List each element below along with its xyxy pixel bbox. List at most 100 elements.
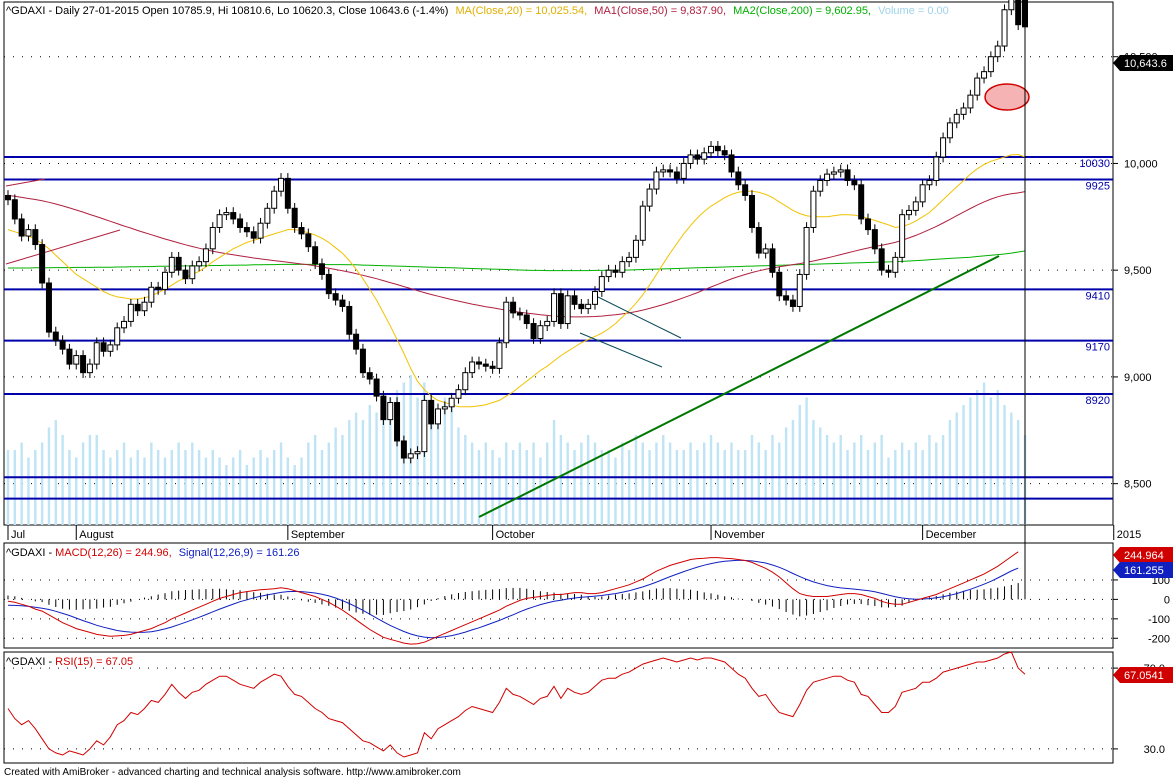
- volume-bar: [771, 435, 774, 525]
- candle-down: [728, 154, 735, 173]
- candle-up: [196, 261, 203, 267]
- volume-bar: [136, 450, 139, 525]
- candle-up: [25, 229, 32, 237]
- candle-down: [878, 248, 885, 271]
- volume-bar: [143, 457, 146, 525]
- candle-up: [455, 389, 462, 399]
- level-label: 10030: [1079, 158, 1110, 170]
- candle-up: [1008, 0, 1015, 11]
- volume-bar: [443, 397, 447, 525]
- volume-bar: [286, 457, 290, 525]
- rsi-panel: 70.030.0 ^GDAXI - RSI(15) = 67.05 67.054…: [3, 651, 1173, 764]
- candle-down: [742, 184, 749, 196]
- candle-down: [735, 171, 742, 186]
- rsi-title: ^GDAXI -: [6, 656, 55, 668]
- volume-bar: [948, 420, 952, 525]
- volume-bar: [764, 450, 767, 525]
- volume-bar: [627, 450, 631, 525]
- level-label: 9410: [1086, 290, 1110, 302]
- volume-bar: [682, 450, 685, 525]
- down-channel-lower: [579, 332, 663, 368]
- candle-down: [510, 301, 517, 314]
- candle-up: [653, 171, 660, 190]
- price-panel-frame: [3, 1, 1114, 526]
- volume-bar: [812, 420, 815, 525]
- volume-bar: [839, 435, 842, 525]
- highlight-ellipse: [984, 83, 1030, 111]
- candle-down: [32, 229, 39, 246]
- volume-bar: [955, 412, 958, 525]
- volume-bar: [505, 442, 508, 525]
- candle-down: [250, 231, 257, 239]
- volume-bar: [539, 457, 542, 525]
- macd-header: ^GDAXI - MACD(12,26) = 244.96, Signal(12…: [6, 547, 300, 559]
- volume-bars: [6, 375, 1027, 525]
- candle-down: [667, 169, 674, 173]
- svg-text:^GDAXI - Daily 27-01-2015 Open: ^GDAXI - Daily 27-01-2015 Open 10785.9, …: [6, 5, 949, 17]
- volume-bar: [450, 405, 453, 525]
- month-label: November: [714, 529, 765, 541]
- candle-down: [291, 207, 298, 228]
- candle-up: [257, 222, 264, 239]
- candle-down: [612, 269, 619, 273]
- ma20-line: [7, 153, 1026, 408]
- volume-bar: [655, 442, 658, 525]
- volume-bar: [914, 442, 917, 525]
- macd-histogram: [7, 0, 1026, 617]
- month-label: Jul: [11, 529, 25, 541]
- candle-down: [714, 145, 721, 152]
- volume-bar: [464, 435, 467, 525]
- candle-down: [237, 218, 244, 228]
- rsi-value-box: 67.0541: [1124, 670, 1164, 682]
- candle-down: [516, 312, 523, 316]
- volume-bar: [607, 450, 610, 525]
- candle-up: [448, 397, 455, 408]
- volume-bar: [204, 457, 208, 525]
- candle-up: [121, 320, 128, 329]
- candle-up: [585, 303, 592, 310]
- volume-bar: [95, 435, 98, 525]
- volume-bar: [54, 420, 57, 525]
- price-tick-label: 8,500: [1124, 479, 1152, 491]
- ma50-line: [7, 191, 1026, 318]
- rsi-tick-label: 30.0: [1144, 744, 1165, 756]
- candle-up: [892, 256, 899, 273]
- candle-down: [39, 244, 46, 284]
- candle-up: [435, 408, 442, 425]
- volume-bar: [614, 457, 617, 525]
- macd-line: [7, 551, 1019, 645]
- volume-bar: [211, 450, 214, 525]
- volume-bar: [259, 450, 262, 525]
- candle-down: [318, 263, 325, 275]
- candle-up: [271, 190, 278, 209]
- candle-down: [789, 299, 796, 307]
- volume-bar: [68, 450, 71, 525]
- candle-down: [844, 169, 851, 182]
- candle-up: [469, 361, 476, 374]
- candle-up: [161, 271, 168, 290]
- volume-bar: [470, 442, 474, 525]
- candle-down: [489, 365, 496, 369]
- volume-bar: [61, 435, 64, 525]
- volume-bar: [6, 450, 10, 525]
- volume-bar: [982, 382, 986, 525]
- candle-down: [284, 177, 291, 209]
- volume-bar: [156, 450, 160, 525]
- candle-up: [987, 56, 994, 73]
- candlesticks: [5, 0, 1028, 464]
- candle-up: [421, 399, 428, 453]
- volume-bar: [34, 450, 37, 525]
- candle-up: [810, 190, 817, 228]
- candle-up: [803, 226, 810, 275]
- volume-bar: [743, 450, 747, 525]
- macd-title: ^GDAXI -: [6, 547, 55, 559]
- candle-down: [243, 226, 250, 233]
- candle-up: [796, 273, 803, 307]
- candle-up: [168, 256, 175, 273]
- volume-bar: [962, 405, 965, 525]
- volume-bar: [559, 435, 563, 525]
- candle-down: [394, 402, 401, 442]
